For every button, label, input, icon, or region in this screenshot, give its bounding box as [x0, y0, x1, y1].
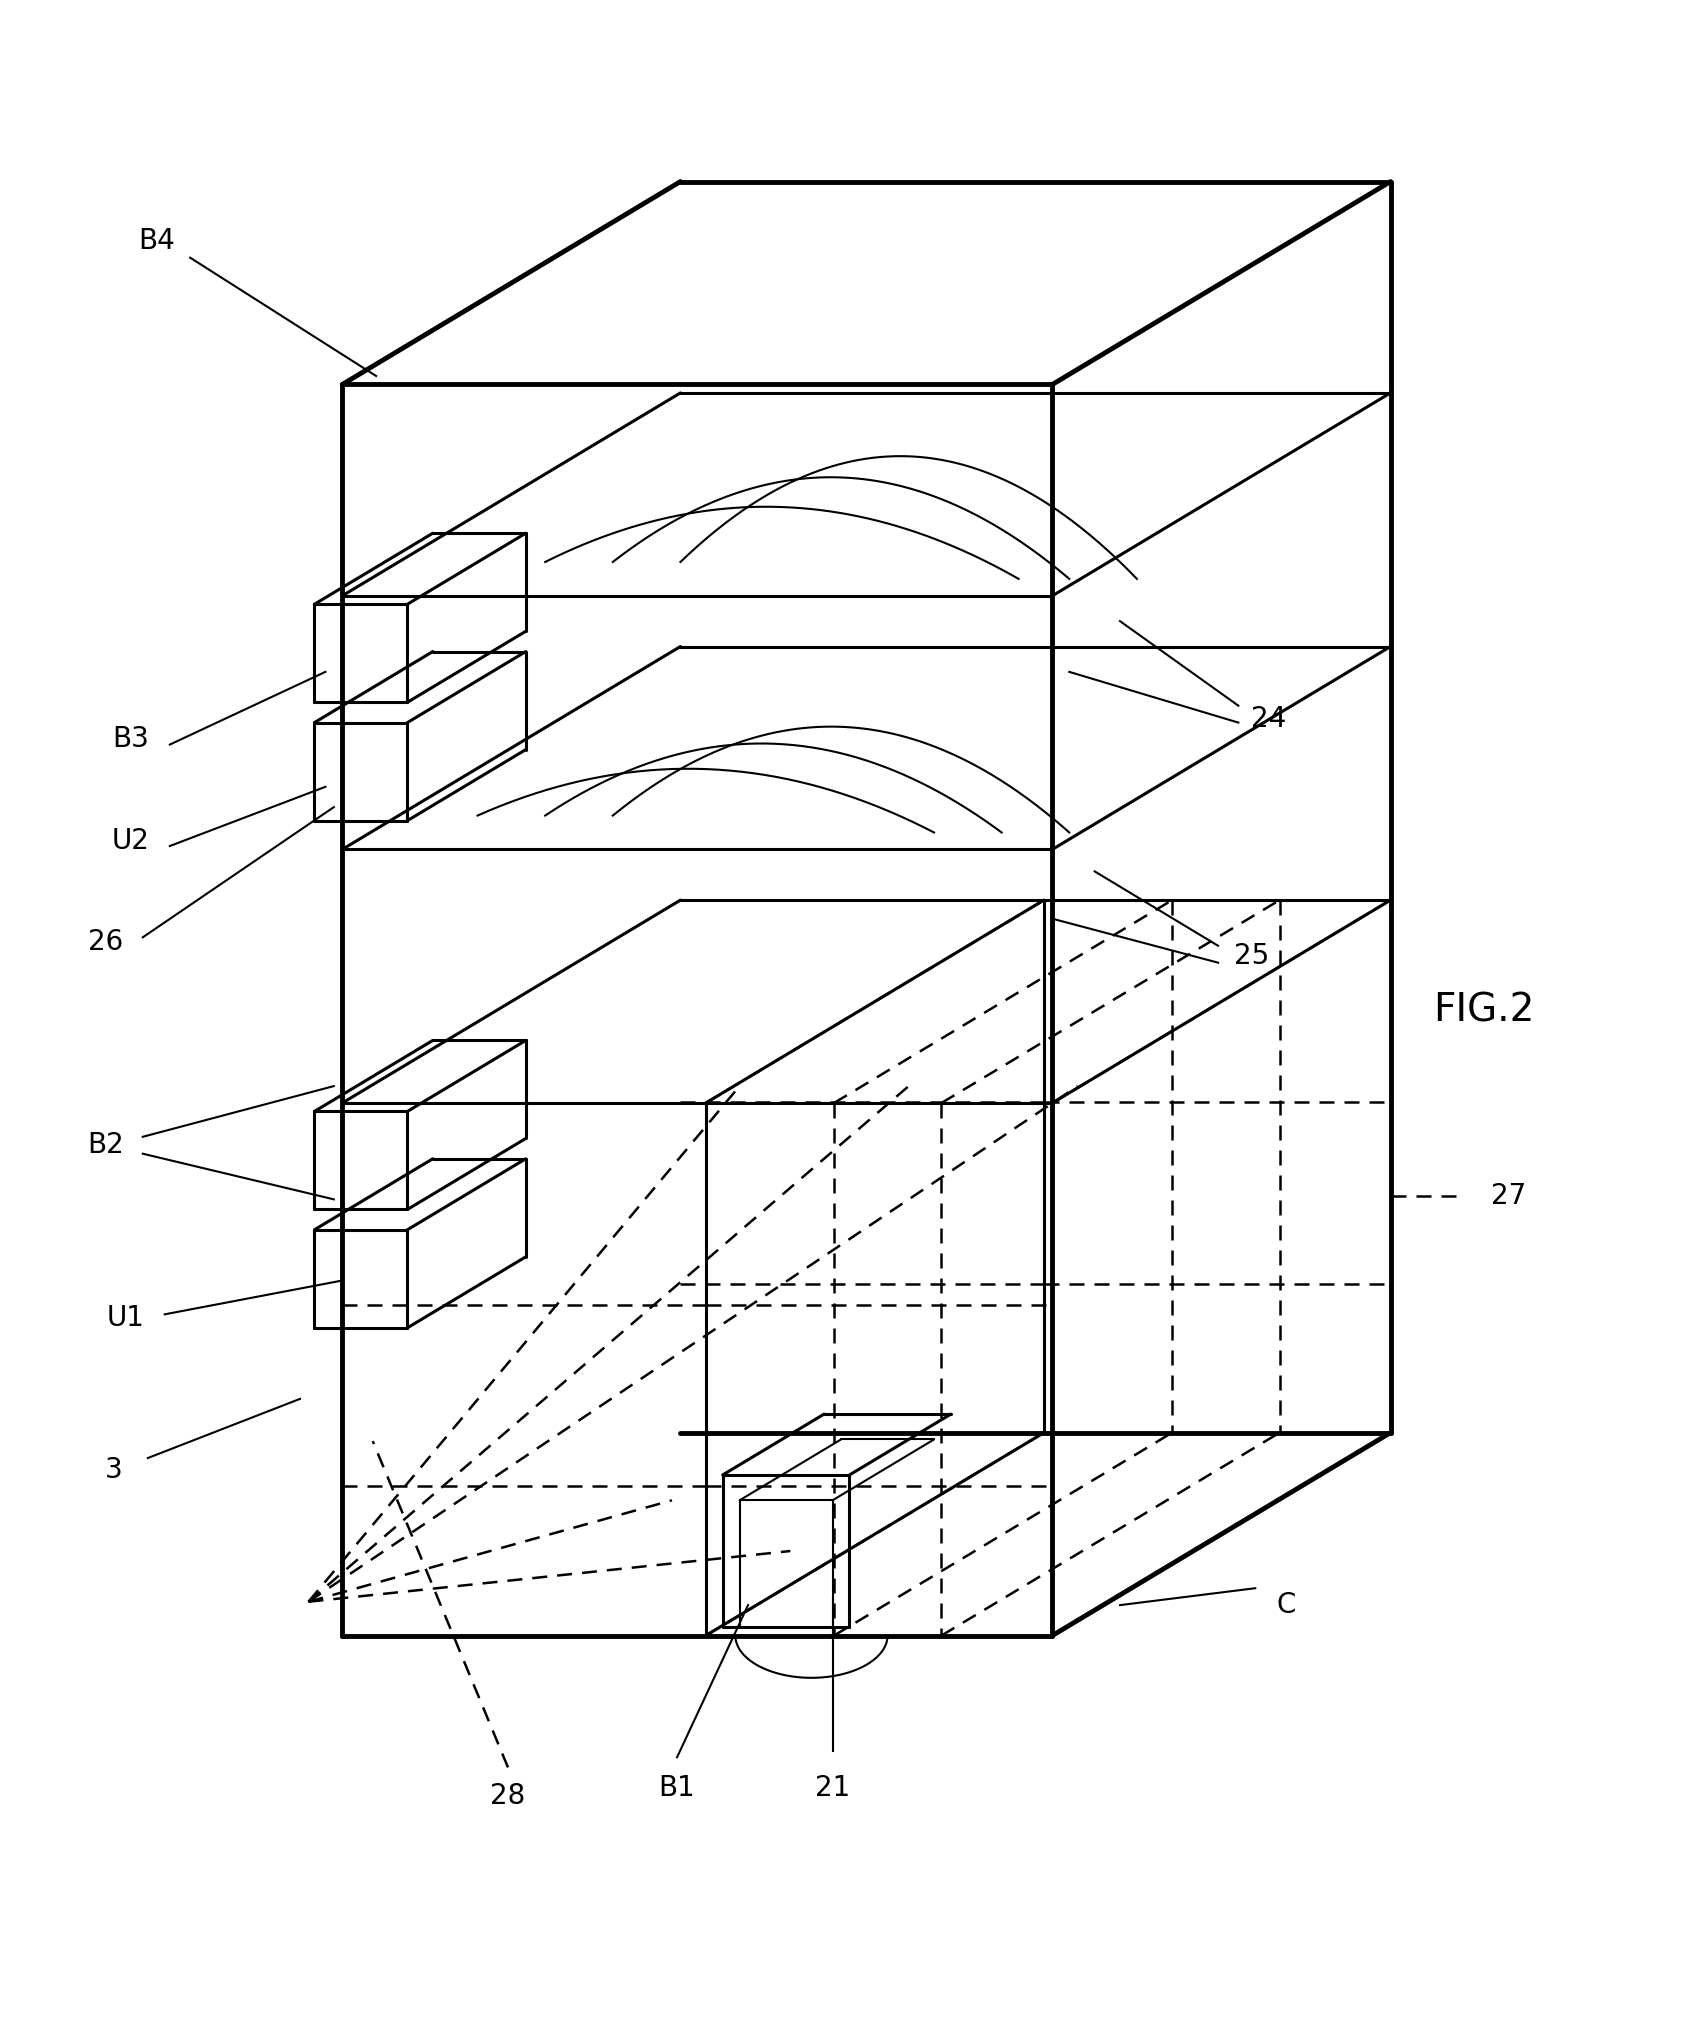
Text: 26: 26 [88, 929, 124, 955]
Text: B4: B4 [138, 226, 175, 255]
Text: 28: 28 [491, 1782, 525, 1810]
Text: B1: B1 [659, 1774, 694, 1802]
Text: B2: B2 [87, 1131, 124, 1159]
Text: C: C [1275, 1592, 1294, 1620]
Text: 25: 25 [1233, 941, 1268, 970]
Text: B3: B3 [112, 725, 149, 753]
Text: FIG.2: FIG.2 [1431, 992, 1533, 1028]
Text: U2: U2 [112, 826, 149, 854]
Text: U1: U1 [107, 1303, 144, 1331]
Text: 27: 27 [1491, 1182, 1525, 1210]
Text: 3: 3 [105, 1456, 122, 1485]
Text: 21: 21 [815, 1774, 849, 1802]
Text: 24: 24 [1250, 705, 1285, 733]
